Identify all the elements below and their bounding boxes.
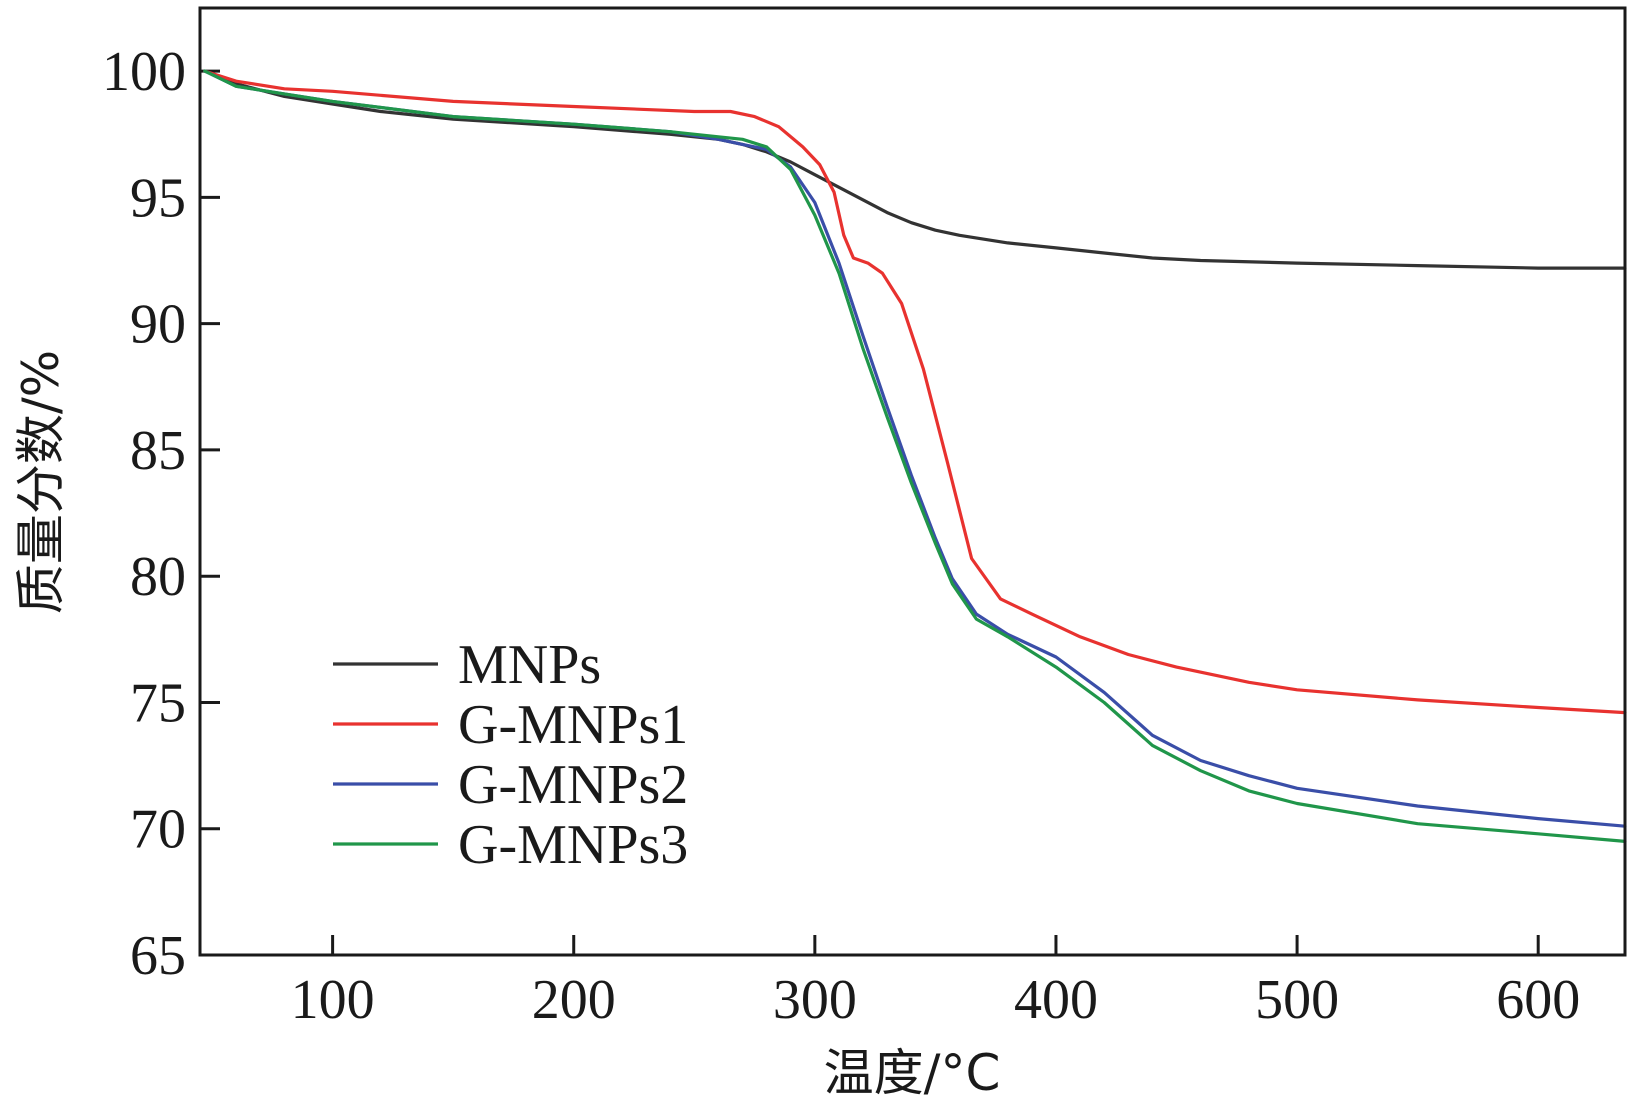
ticks-layer: 100 200 300 400 500 600 65 70 75 80 85 90 95 100 xyxy=(102,41,1580,1031)
plot-frame xyxy=(198,6,1627,957)
series-line-mnps xyxy=(203,69,1627,270)
legend-label-mnps: MNPs xyxy=(458,634,601,696)
x-tick-label-300: 300 xyxy=(773,969,857,1031)
x-tick-label-100: 100 xyxy=(291,969,375,1031)
series-line-g-mnps2 xyxy=(203,69,1627,828)
y-tick-label-70: 70 xyxy=(130,799,186,861)
y-tick-label-95: 95 xyxy=(130,167,186,229)
y-tick-label-80: 80 xyxy=(130,546,186,608)
x-tick-label-400: 400 xyxy=(1014,969,1098,1031)
y-tick-label-65: 65 xyxy=(130,925,186,987)
y-tick-label-85: 85 xyxy=(130,420,186,482)
x-tick-label-500: 500 xyxy=(1255,969,1339,1031)
y-tick-label-100: 100 xyxy=(102,41,186,103)
y-tick-label-90: 90 xyxy=(130,294,186,356)
x-tick-label-600: 600 xyxy=(1496,969,1580,1031)
legend-label-g-mnps1: G-MNPs1 xyxy=(458,694,688,756)
series-layer xyxy=(203,69,1627,843)
x-tick-label-200: 200 xyxy=(532,969,616,1031)
series-line-g-mnps1 xyxy=(203,69,1627,715)
series-line-g-mnps3 xyxy=(203,69,1627,843)
legend-label-g-mnps2: G-MNPs2 xyxy=(458,754,688,816)
legend-label-g-mnps3: G-MNPs3 xyxy=(458,814,688,876)
y-tick-label-75: 75 xyxy=(130,672,186,734)
x-axis-title: 温度/°C xyxy=(824,1044,1001,1098)
y-axis-title: 质量分数/% xyxy=(12,350,70,614)
